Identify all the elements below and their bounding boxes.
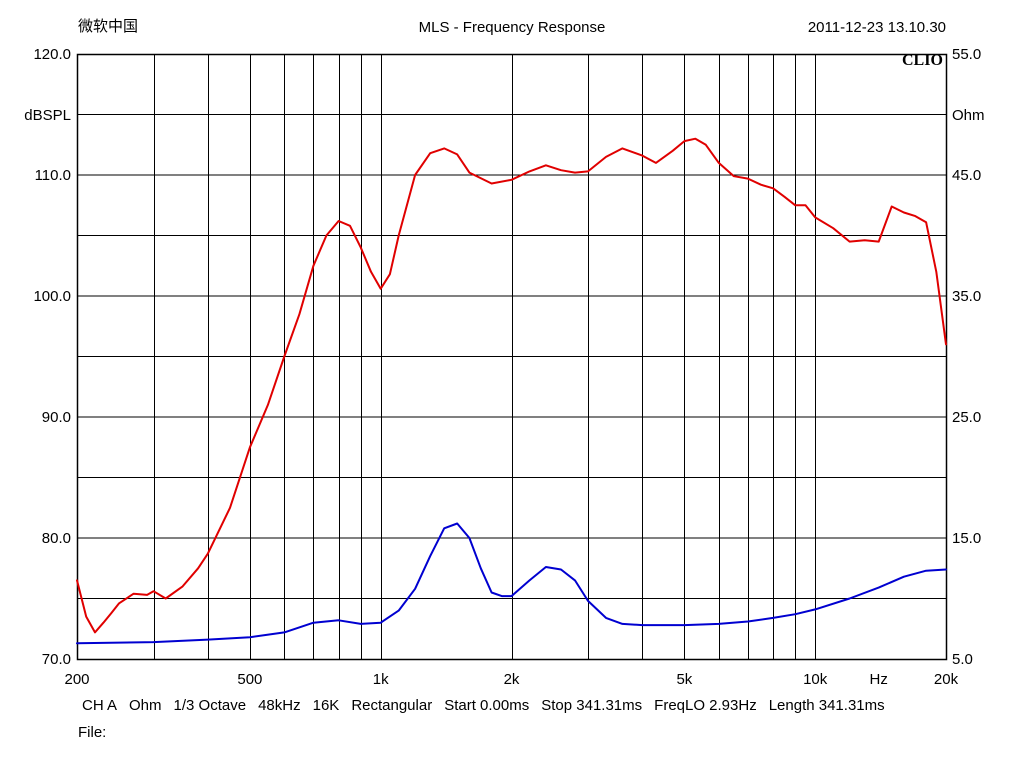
brand-logo: CLIO (902, 52, 943, 69)
impedance-curve (76, 522, 947, 645)
y-left-tick-label: 80.0 (42, 530, 71, 547)
measurement-settings: CH A Ohm 1/3 Octave 48kHz 16K Rectangular Star… (82, 697, 897, 714)
x-tick-label: 2k (504, 671, 520, 688)
settings-item: 48kHz (258, 697, 301, 714)
settings-item: Length 341.31ms (768, 697, 885, 714)
settings-item: Ohm (129, 697, 162, 714)
timestamp: 2011-12-23 13.10.30 (807, 19, 946, 36)
y-right-tick-label: 25.0 (952, 409, 981, 426)
y-left-tick-label: 110.0 (35, 167, 71, 184)
y-left-tick-label: 100.0 (33, 288, 71, 305)
y-right-tick-label: 35.0 (952, 288, 981, 305)
y-left-tick-label: 70.0 (42, 651, 71, 668)
settings-item: FreqLO 2.93Hz (654, 697, 757, 714)
x-tick-label: 200 (64, 671, 89, 688)
x-tick-label: 5k (676, 671, 692, 688)
x-axis-unit-label: Hz (870, 671, 888, 688)
y-right-tick-label: 5.0 (952, 651, 973, 668)
y-left-tick-label: 120.0 (33, 46, 71, 63)
y-left-axis-label: dBSPL (24, 107, 71, 124)
settings-item: CH A (82, 697, 118, 714)
plot-frame (76, 53, 948, 661)
y-right-axis-label: Ohm (952, 107, 985, 124)
settings-item: Rectangular (351, 697, 433, 714)
y-right-tick-label: 15.0 (952, 530, 981, 547)
x-tick-label: 20k (934, 671, 959, 688)
settings-item: Start 0.00ms (444, 697, 530, 714)
x-tick-label: 10k (803, 671, 828, 688)
file-label: File: (78, 724, 107, 741)
x-tick-label: 1k (373, 671, 389, 688)
spl-curve (76, 137, 947, 634)
header-left-label: 微软中国 (78, 18, 139, 35)
x-tick-label: 500 (237, 671, 262, 688)
y-left-tick-label: 90.0 (42, 409, 71, 426)
y-right-tick-label: 55.0 (952, 46, 981, 63)
settings-item: 1/3 Octave (173, 697, 247, 714)
settings-item: 16K (312, 697, 340, 714)
chart-title: MLS - Frequency Response (418, 19, 606, 36)
settings-item: Stop 341.31ms (541, 697, 643, 714)
y-right-tick-label: 45.0 (952, 167, 981, 184)
